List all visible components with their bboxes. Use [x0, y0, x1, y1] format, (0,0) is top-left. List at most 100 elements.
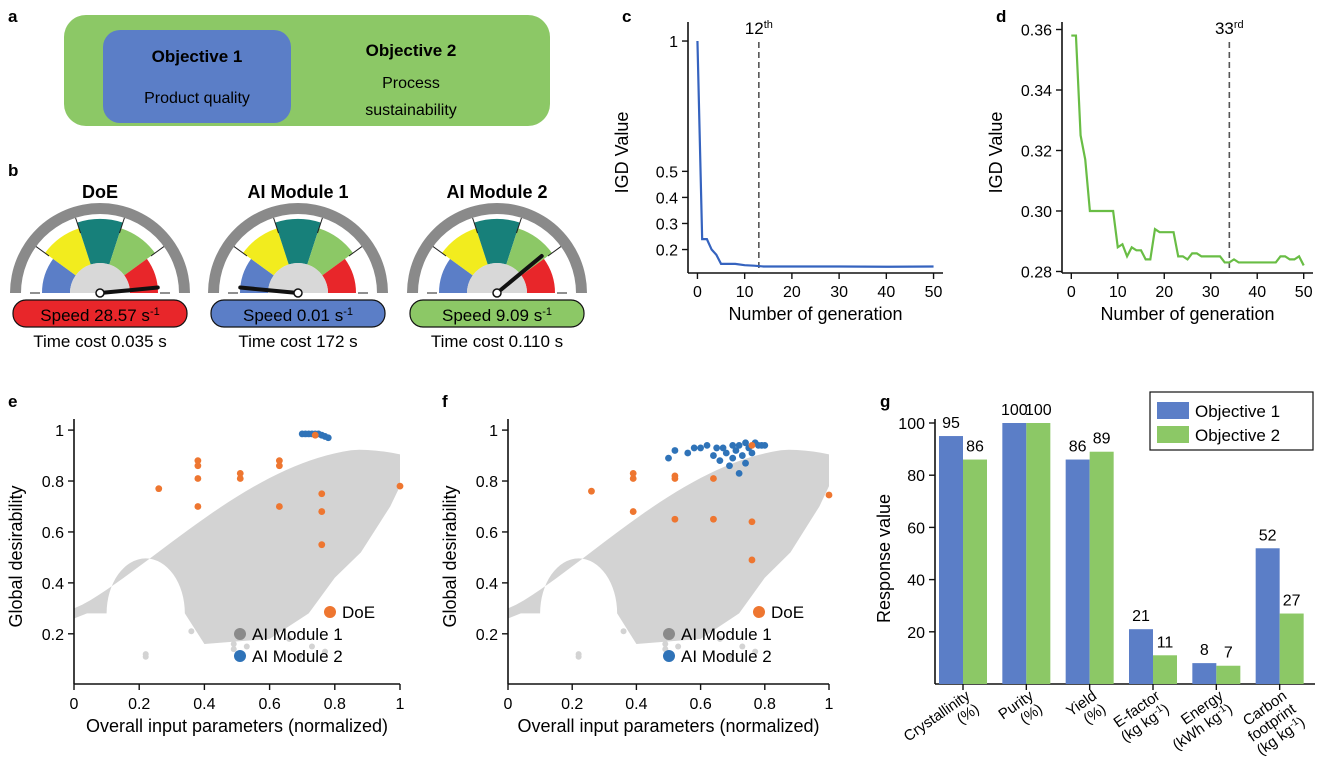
ai-module-1-point	[662, 640, 669, 647]
y-tick-label: 0.6	[42, 525, 64, 542]
y-tick-label: 0.8	[42, 474, 64, 491]
ai-module-2-point	[761, 441, 769, 449]
doe-point	[671, 515, 679, 523]
x-tick-label: 20	[783, 284, 801, 301]
bar-objective-1	[1002, 423, 1027, 684]
igd-series-line	[1071, 34, 1305, 266]
ai-module-2-point	[738, 452, 746, 459]
gauge-ring	[10, 203, 190, 293]
gauge-2: AI Module 1 Speed 0.01 s-1 Time cost 172 s	[208, 182, 388, 351]
ai-module-1-point	[295, 653, 302, 660]
bar-objective-2	[963, 459, 987, 684]
generation-marker-label-sup: th	[764, 19, 773, 31]
ai-module-2-point	[690, 444, 698, 452]
wedge-red	[124, 258, 158, 293]
doe-point	[236, 469, 244, 477]
gauge-pivot	[492, 288, 502, 298]
ai-module-1-point	[575, 651, 582, 658]
x-tick-label: 40	[877, 284, 895, 301]
ai-module-2-point	[703, 441, 711, 449]
gauge-3: AI Module 2 Speed 9.09 s-1 Time cost 0.110…	[407, 182, 587, 351]
y-tick-label: 1	[489, 423, 498, 440]
x-tick-label: 0.8	[754, 696, 776, 713]
x-tick-label: 30	[830, 284, 848, 301]
wedge-blue	[240, 258, 274, 293]
bar-value-label: 21	[1132, 608, 1150, 625]
x-category-label: Carbonfootprint(kg kg-1)	[1235, 687, 1309, 759]
legend-label: Objective 1	[1195, 402, 1280, 421]
x-tick-label: 0.8	[324, 696, 346, 713]
bar-value-label: 95	[942, 415, 960, 432]
time-cost-label: Time cost 172 s	[238, 332, 357, 351]
x-category-label: Energy(kWh kg-1)	[1160, 687, 1236, 754]
speed-label-main: Speed 0.01 s	[243, 306, 343, 325]
y-axis-label: Global desirability	[440, 485, 460, 627]
gauge-tick	[547, 246, 562, 257]
ai-module-1-cloud	[508, 449, 829, 644]
gauge-hub	[467, 263, 527, 293]
ai-module-2-point	[713, 444, 721, 452]
legend-swatch	[1157, 402, 1189, 419]
gauge-title: AI Module 2	[446, 182, 547, 202]
y-tick-label: 0.4	[656, 190, 678, 207]
doe-point	[588, 487, 595, 495]
generation-marker-label-sup: rd	[1234, 19, 1244, 31]
x-axis-label: Number of generation	[728, 304, 902, 324]
speed-label-sup: -1	[343, 306, 353, 318]
doe-point	[748, 518, 756, 526]
ai-module-2-point	[729, 454, 737, 462]
wedge-blue	[42, 258, 76, 293]
speed-badge	[409, 299, 585, 328]
panel-letter-d: d	[996, 7, 1006, 26]
x-tick-label: 10	[1109, 284, 1127, 301]
panel-letter-f: f	[442, 392, 448, 411]
panel-e: e 0 0.2 0.4 0.6 0.8 1 0.2 0.4 0.6 0.8 1 Overall inpu…	[6, 392, 405, 736]
ai-module-1-point	[142, 651, 149, 658]
legend-marker	[234, 650, 246, 662]
bar-value-label: 86	[966, 439, 984, 456]
wedge-yellow	[242, 228, 289, 276]
y-tick-label: 80	[907, 468, 925, 485]
ai-module-2-point	[684, 449, 692, 457]
y-axis-label: Response value	[874, 494, 894, 623]
y-axis-label: IGD Value	[986, 112, 1006, 194]
bar-objective-2	[1026, 423, 1051, 684]
ai-module-2-point	[716, 457, 724, 465]
panel-letter-a: a	[8, 7, 18, 26]
bar-value-label: 86	[1069, 439, 1087, 456]
bar-objective-1	[1255, 548, 1280, 684]
bar-value-label: 100	[1025, 402, 1052, 419]
bar-objective-2	[1216, 665, 1241, 684]
ai-module-2-point	[665, 454, 672, 462]
gauge-tick	[118, 217, 125, 234]
ai-module-2-point	[324, 434, 332, 442]
legend-label: AI Module 1	[681, 625, 772, 644]
wedge-teal	[275, 219, 321, 265]
y-axis-label: Global desirability	[6, 485, 26, 627]
legend-marker	[324, 606, 336, 618]
legend-marker	[663, 650, 675, 662]
bar-value-label: 7	[1224, 645, 1233, 662]
x-tick-label: 1	[825, 696, 834, 713]
gauge-tick	[515, 217, 522, 234]
speed-label-sup: -1	[150, 306, 160, 318]
ai-module-1-point	[286, 635, 293, 642]
x-category-label: E-factor(kg kg-1)	[1109, 687, 1173, 745]
legend-label: AI Module 2	[681, 647, 772, 666]
y-tick-label: 40	[907, 573, 925, 590]
ai-module-2-point	[735, 441, 743, 449]
wedge-blue	[439, 258, 473, 293]
x-tick-label: 0.4	[193, 696, 215, 713]
ai-module-2-point	[710, 452, 717, 459]
y-tick-label: 0.4	[42, 576, 64, 593]
objective1-box	[103, 30, 291, 123]
panel-letter-b: b	[8, 161, 18, 180]
speed-label: Speed 0.01 s-1	[243, 306, 353, 325]
x-axis-label: Overall input parameters (normalized)	[86, 716, 388, 736]
bar-objective-1	[1192, 663, 1217, 684]
time-cost-label: Time cost 0.110 s	[431, 332, 563, 351]
ai-module-2-point	[735, 469, 743, 477]
bar-objective-2	[1153, 655, 1177, 684]
y-axis-label: IGD Value	[612, 112, 632, 194]
